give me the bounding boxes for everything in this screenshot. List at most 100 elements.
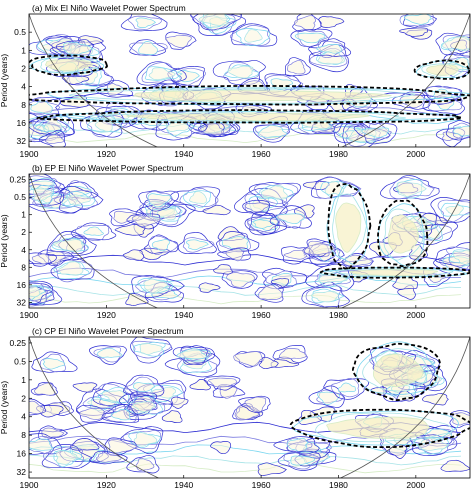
contour-line	[311, 176, 360, 199]
contour-line	[144, 282, 184, 303]
x-tick-label: 1940	[174, 149, 193, 159]
x-tick-label: 2000	[406, 149, 425, 159]
contour-line	[210, 440, 232, 455]
contour-line	[42, 358, 66, 370]
contour-line	[190, 14, 242, 31]
contour-line	[283, 451, 320, 470]
contour-line	[126, 395, 163, 415]
contour-line	[136, 61, 187, 86]
contour-line	[402, 14, 438, 28]
x-tick-label: 1900	[20, 480, 39, 488]
contour-line	[35, 34, 73, 60]
contour-line	[95, 383, 139, 408]
contour-line	[96, 452, 122, 463]
contour-line	[45, 134, 65, 144]
contour-line	[29, 178, 65, 206]
contour-line	[41, 444, 93, 469]
contour-line	[275, 213, 305, 225]
contour-line	[435, 242, 470, 270]
contour-line	[55, 450, 78, 465]
contour-line	[124, 376, 164, 395]
y-tick-label: 16	[17, 449, 27, 459]
contour-line	[131, 275, 185, 298]
contour-line	[61, 74, 90, 85]
contour-line	[72, 382, 98, 393]
cone-of-influence	[29, 337, 470, 478]
contour-line	[129, 39, 166, 56]
contour-line	[244, 396, 267, 413]
y-tick-label: 0.25	[9, 338, 26, 348]
contour-line	[161, 410, 183, 423]
contour-line	[88, 450, 128, 465]
contour-line	[30, 100, 53, 114]
y-tick-label: 4	[21, 412, 26, 422]
panel-1: (b) EP El Niño Wavelet Power Spectrum 0.2…	[0, 163, 471, 320]
contour-line	[182, 190, 211, 209]
contour-line	[29, 132, 462, 144]
contour-line	[373, 353, 424, 387]
contour-line	[29, 400, 44, 415]
contour-line	[379, 175, 440, 200]
contour-line	[227, 65, 254, 79]
contour-line	[130, 337, 173, 364]
contour-line	[53, 190, 98, 209]
contour-line	[80, 110, 124, 138]
cone-of-influence	[29, 14, 470, 147]
contour-line	[198, 14, 228, 26]
significance-contour	[327, 183, 372, 271]
contour-line	[29, 285, 41, 298]
contour-line	[29, 435, 53, 455]
contour-line	[95, 79, 134, 98]
contour-line	[176, 348, 207, 360]
contour-line	[31, 253, 50, 265]
contour-line	[109, 208, 147, 227]
y-tick-label: 1	[21, 45, 26, 55]
contour-line	[217, 247, 251, 261]
contour-line	[151, 204, 186, 226]
contour-line	[269, 205, 312, 229]
y-tick-label: 4	[21, 82, 26, 92]
panel-0: (a) Mix El Niño Wavelet Power Spectrum 0.…	[0, 3, 471, 159]
contour-line	[51, 237, 89, 252]
contour-line	[131, 215, 162, 227]
contour-line	[97, 347, 123, 358]
x-tick-label: 1900	[20, 310, 39, 320]
contour-line	[133, 432, 158, 447]
x-tick-label: 1960	[252, 310, 271, 320]
contour-line	[311, 290, 340, 303]
plot-frame	[28, 336, 471, 479]
contour-line	[311, 288, 345, 304]
y-tick-label: 0.5	[14, 356, 26, 366]
contour-line	[37, 425, 68, 441]
contour-line	[341, 253, 374, 268]
contour-line	[293, 15, 317, 31]
contour-line	[326, 184, 369, 265]
contour-line	[236, 28, 271, 46]
contour-line	[418, 437, 450, 451]
contour-line	[338, 382, 356, 393]
contour-line	[144, 66, 183, 81]
y-tick-label: 16	[17, 118, 27, 128]
contour-line	[133, 341, 166, 357]
contour-line	[258, 284, 283, 301]
contour-line	[31, 351, 78, 373]
contour-line	[270, 278, 289, 288]
x-tick-label: 1920	[97, 480, 116, 488]
contour-line	[315, 412, 454, 443]
contour-line	[261, 185, 288, 200]
contour-line	[225, 248, 244, 262]
contour-line	[29, 184, 55, 204]
x-tick-label: 1940	[174, 480, 193, 488]
contour-line	[290, 28, 333, 49]
contour-line	[290, 109, 343, 135]
contour-line	[168, 67, 206, 87]
contour-line	[452, 122, 470, 139]
contour-line	[218, 234, 251, 252]
contour-line	[395, 178, 423, 199]
contour-line	[233, 351, 264, 367]
contour-line	[247, 216, 281, 233]
contour-line	[234, 404, 259, 421]
contour-field	[29, 337, 470, 478]
y-tick-label: 0.25	[9, 175, 26, 185]
